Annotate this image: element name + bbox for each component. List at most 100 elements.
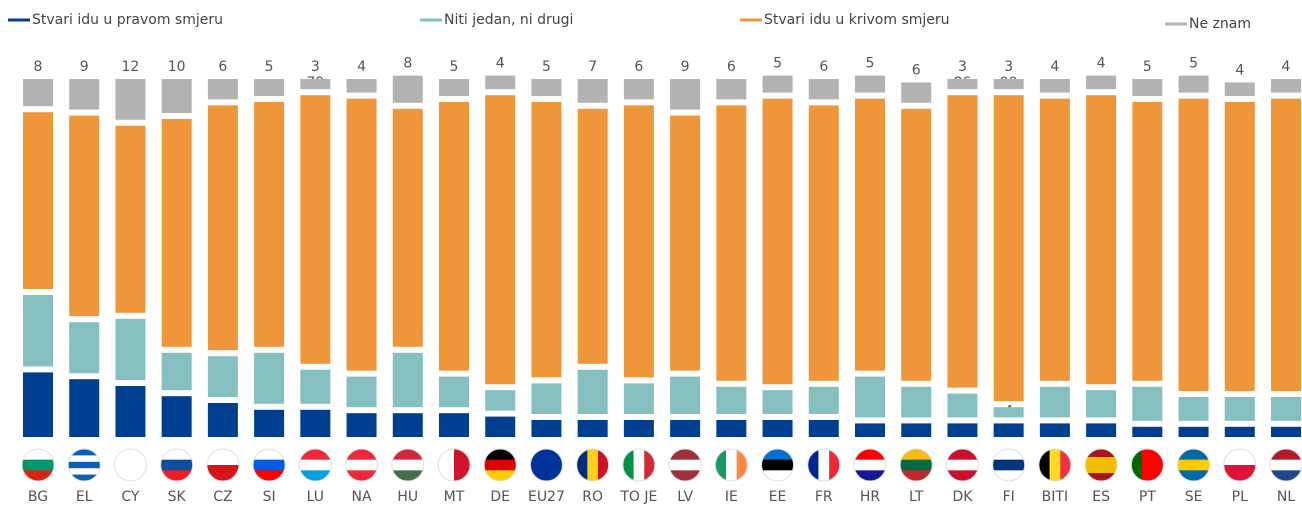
x-tick-label: HR (860, 489, 881, 505)
bar-segment (392, 108, 423, 347)
bar-segment (1086, 75, 1117, 90)
bar-segment (485, 416, 516, 437)
flag-stripe (68, 461, 101, 469)
flag-stripe (829, 449, 840, 481)
x-tick-label: EE (769, 489, 787, 505)
bar-segment (346, 376, 377, 408)
bar-segment (439, 376, 469, 408)
bar-segment (392, 413, 423, 437)
bar-segment (207, 356, 238, 397)
legend-label: Ne znam (1189, 16, 1251, 32)
flag-stripe (160, 459, 193, 471)
flag-stripe (68, 455, 101, 463)
bar-segment (207, 79, 238, 100)
flag-stripe (1085, 473, 1118, 481)
bar-segment (485, 75, 516, 90)
bar-segment (947, 79, 978, 90)
bar-segment (762, 75, 793, 93)
flag-stripe (726, 449, 738, 481)
bar-segment (392, 352, 423, 408)
bar-segment (1039, 386, 1070, 418)
flag-border (853, 448, 887, 482)
x-tick-label: MT (444, 489, 465, 505)
flag-stripe (761, 449, 794, 461)
flag-stripe (391, 470, 424, 481)
bar-segment (69, 379, 100, 437)
x-tick-label: SE (1185, 489, 1203, 505)
x-tick-label: CZ (213, 489, 232, 505)
flag-stripe (438, 449, 455, 481)
x-tick-label: DE (490, 489, 510, 505)
bar-segment (1271, 79, 1301, 93)
flag-stripe (854, 459, 886, 471)
data-label: 6 (912, 62, 921, 78)
bar-segment (531, 102, 562, 378)
flag (391, 449, 424, 481)
flag-stripe (253, 470, 286, 481)
flag-stripe (1085, 465, 1118, 474)
bar-segment (623, 420, 654, 437)
flag-stripe (1177, 449, 1210, 461)
bar-segment (485, 390, 516, 411)
data-label: 8 (403, 56, 412, 72)
bar-segment (1039, 423, 1070, 437)
x-tick-label: CY (121, 489, 140, 505)
flag-stripe (992, 459, 1025, 471)
data-label: 10 (168, 59, 186, 75)
x-tick-label: FR (815, 489, 833, 505)
bar-segment (254, 352, 285, 404)
bar-segment (161, 79, 192, 113)
flag (1085, 449, 1118, 481)
bar-segment (670, 115, 701, 371)
flag-stripe (253, 459, 286, 471)
data-label: 9 (80, 59, 89, 75)
flag (299, 449, 332, 481)
flag (992, 449, 1025, 481)
data-label: 5 (450, 59, 459, 75)
bar-segment (1224, 397, 1255, 421)
bar-segment (762, 390, 793, 414)
flag-stripe (761, 459, 794, 471)
bar-segment (161, 119, 192, 347)
flag (622, 449, 655, 481)
bar-segment (623, 105, 654, 378)
flag-stripe (946, 449, 979, 461)
bar-segment (1086, 390, 1117, 418)
flag-border (945, 448, 979, 482)
bar-segment (69, 79, 100, 110)
flag-stripe (22, 449, 54, 461)
flag (761, 449, 794, 481)
flag-stripe (644, 449, 655, 481)
flag-border (67, 448, 101, 482)
bar-segment (716, 79, 747, 100)
bar-segment (1224, 102, 1255, 391)
bar-segment (207, 403, 238, 437)
data-label: 4 (1282, 59, 1291, 75)
bar-segment (1178, 426, 1209, 437)
flag (206, 449, 239, 481)
flag (1223, 449, 1256, 481)
flag-stripe (1223, 449, 1256, 466)
bar-segment (901, 423, 932, 437)
flag-stripe (992, 449, 1025, 461)
x-tick-label: ES (1092, 489, 1110, 505)
bar-segment (993, 95, 1024, 402)
flag-stripe (206, 449, 239, 466)
bar-segment (485, 95, 516, 385)
data-label: 4 (1235, 62, 1244, 78)
flag-stripe (715, 449, 727, 481)
bar-segment (115, 318, 146, 380)
flag-border (807, 448, 841, 482)
bar-segment (716, 420, 747, 437)
flag-stripe (1177, 459, 1210, 471)
data-label: 6 (634, 59, 643, 75)
bar-segment (254, 102, 285, 347)
flag-stripe (1142, 449, 1154, 481)
data-label: 9 (681, 59, 690, 75)
flag-stripe (299, 470, 332, 481)
flag-stripe (484, 470, 517, 481)
flag-stripe (484, 459, 517, 471)
flag-stripe (854, 470, 886, 481)
x-tick-label: BITI (1042, 489, 1068, 505)
flag-stripe (946, 470, 979, 481)
